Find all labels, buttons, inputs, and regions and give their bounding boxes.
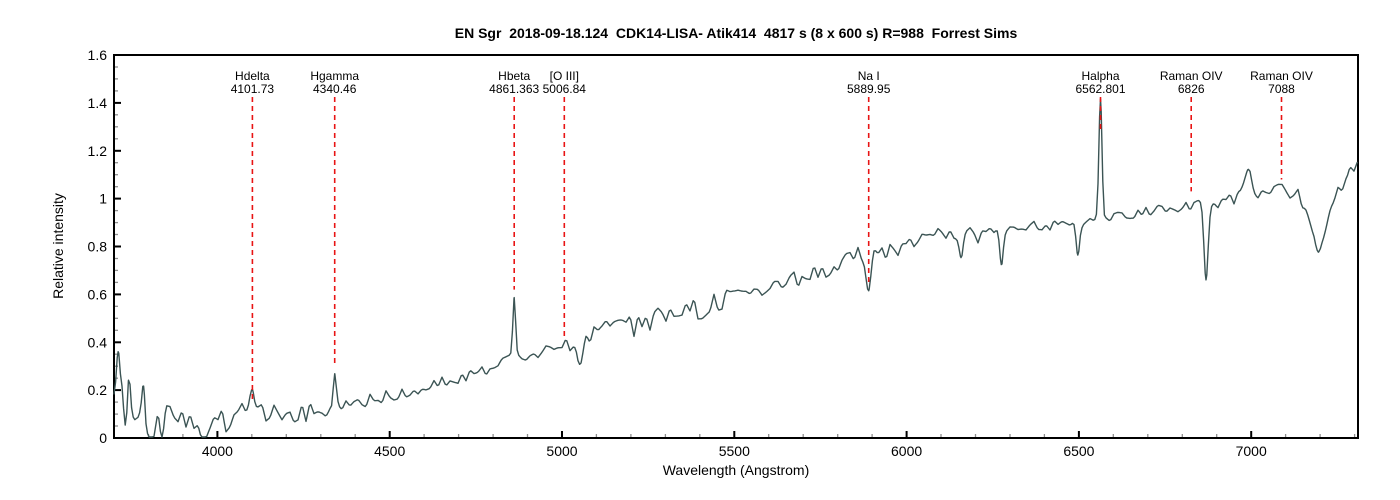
annotation-label: Na I	[858, 69, 880, 83]
major-ticks	[114, 54, 1253, 439]
annotation-label: Raman OIV	[1250, 69, 1313, 83]
x-tick-label: 6500	[1063, 443, 1094, 459]
annotation-o-iii-5006.84: [O III]5006.84	[543, 69, 587, 340]
annotation-wavelength: 7088	[1268, 82, 1295, 96]
spectral-line-annotations: Hdelta4101.73Hgamma4340.46Hbeta4861.363[…	[231, 69, 1313, 403]
y-tick-label: 0.8	[88, 239, 108, 255]
plot-frame	[113, 54, 1359, 439]
y-tick-label: 0.4	[88, 334, 108, 350]
y-tick-label: 1.4	[88, 95, 108, 111]
x-tick-label: 5000	[546, 443, 577, 459]
x-tick-label: 5500	[719, 443, 750, 459]
y-tick-label: 1.2	[88, 143, 108, 159]
annotation-label: Hdelta	[235, 69, 270, 83]
annotation-label: Raman OIV	[1160, 69, 1223, 83]
x-tick-label: 4000	[202, 443, 233, 459]
annotation-label: [O III]	[550, 69, 579, 83]
y-axis-label: Relative intensity	[50, 193, 66, 299]
annotation-label: Hbeta	[498, 69, 530, 83]
minor-ticks	[114, 66, 1356, 438]
y-tick-label: 1	[99, 191, 107, 207]
annotation-wavelength: 4861.363	[489, 82, 539, 96]
annotation-wavelength: 6562.801	[1075, 82, 1125, 96]
x-tick-label: 7000	[1236, 443, 1267, 459]
y-tick-label: 1.6	[88, 47, 108, 63]
annotation-wavelength: 4340.46	[313, 82, 357, 96]
annotation-wavelength: 5889.95	[847, 82, 891, 96]
tick-labels: 4000 4500 5000 5500 6000 6500 7000 0 0.2 0.4 0.6 0.…	[88, 47, 1267, 459]
annotation-wavelength: 5006.84	[543, 82, 587, 96]
x-tick-label: 4500	[374, 443, 405, 459]
x-axis-label: Wavelength (Angstrom)	[663, 462, 810, 478]
y-tick-label: 0.2	[88, 382, 108, 398]
y-tick-label: 0.6	[88, 286, 108, 302]
annotation-label: Halpha	[1081, 69, 1119, 83]
spectrum-line	[113, 98, 1358, 438]
chart-title: EN Sgr 2018-09-18.124 CDK14-LISA- Atik41…	[455, 25, 1018, 41]
x-tick-label: 6000	[891, 443, 922, 459]
annotation-wavelength: 6826	[1178, 82, 1205, 96]
annotation-label: Hgamma	[310, 69, 359, 83]
annotation-wavelength: 4101.73	[231, 82, 275, 96]
y-tick-label: 0	[99, 430, 107, 446]
